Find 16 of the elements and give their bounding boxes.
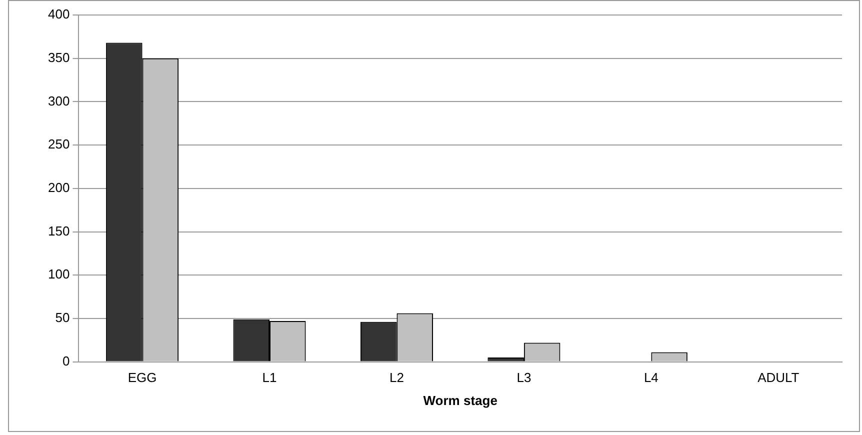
x-tick-label: EGG xyxy=(128,370,157,386)
x-tick-label: L3 xyxy=(516,370,532,386)
y-tick-label: 400 xyxy=(48,6,70,22)
y-tick-label: 0 xyxy=(62,353,70,368)
y-tick-label: 150 xyxy=(48,223,70,238)
y-tick-label: 350 xyxy=(48,50,70,65)
y-tick-label: 50 xyxy=(55,310,70,326)
y-tick-label: 100 xyxy=(48,266,70,282)
x-tick-label: L2 xyxy=(390,370,404,386)
y-tick-label: 200 xyxy=(48,180,70,195)
x-axis-title: Worm stage xyxy=(423,392,498,408)
y-tick-label: 300 xyxy=(48,93,70,108)
x-tick-label: L4 xyxy=(644,370,658,386)
x-tick-label: ADULT xyxy=(758,370,800,386)
x-tick-label: L1 xyxy=(262,370,277,386)
y-tick-label: 250 xyxy=(48,136,70,152)
